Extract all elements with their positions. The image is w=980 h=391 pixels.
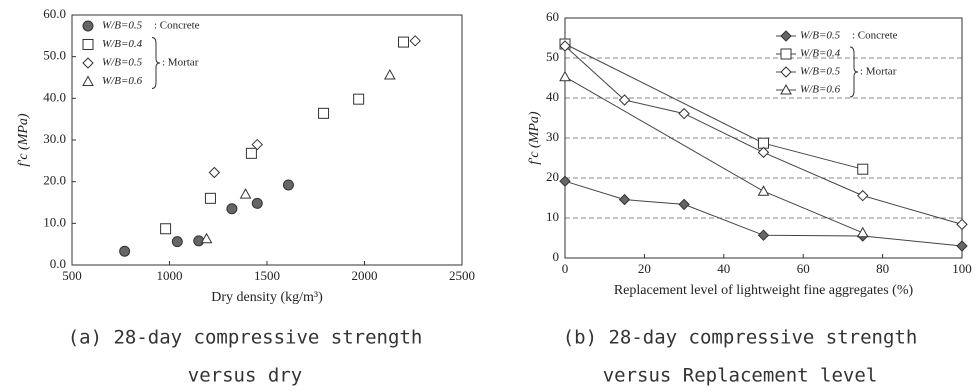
marker	[857, 163, 869, 175]
y-axis-label: f′c (MPa)	[16, 113, 31, 167]
x-tick-label: 80	[876, 261, 889, 276]
marker	[398, 36, 409, 48]
series-line	[564, 76, 863, 234]
marker	[204, 192, 216, 204]
y-tick-label: 10.0	[43, 214, 66, 229]
marker	[251, 197, 263, 209]
caption: (b) 28-day compressive strength	[563, 327, 918, 349]
series-line	[564, 180, 963, 247]
y-tick-label: 10	[546, 209, 559, 224]
legend-marker	[82, 20, 94, 32]
marker	[251, 138, 263, 151]
legend-marker	[780, 66, 792, 78]
marker	[757, 185, 770, 196]
marker	[956, 240, 968, 252]
marker	[956, 218, 968, 231]
x-axis-label: Replacement level of lightweight fine ag…	[614, 283, 914, 298]
legend-label: W/B=0.4	[800, 48, 841, 60]
series-line	[564, 43, 863, 170]
marker	[857, 189, 869, 202]
annotation: : Concrete	[154, 20, 200, 32]
marker	[245, 147, 257, 159]
y-tick-label: 30	[546, 129, 559, 144]
marker	[678, 107, 690, 120]
marker	[618, 94, 631, 106]
marker	[226, 203, 238, 215]
x-tick-label: 0	[562, 261, 569, 276]
y-tick-label: 20	[546, 169, 559, 184]
legend-marker	[82, 75, 94, 86]
caption: versus dry	[188, 365, 302, 387]
y-axis-label: f′c (MPa)	[527, 111, 542, 165]
brace	[849, 46, 859, 98]
marker	[409, 35, 421, 47]
legend-marker	[780, 48, 792, 60]
annotation: : Concrete	[852, 30, 898, 42]
y-tick-label: 60	[546, 9, 559, 24]
legend-label: W/B=0.6	[102, 75, 143, 87]
legend-label: W/B=0.5	[800, 66, 841, 78]
marker	[318, 107, 330, 119]
marker	[856, 226, 869, 238]
marker	[171, 236, 183, 248]
marker	[559, 70, 571, 82]
marker	[282, 179, 294, 191]
series-line	[564, 45, 963, 225]
legend-marker	[780, 30, 792, 42]
legend-label: W/B=0.5	[102, 20, 143, 32]
marker	[160, 223, 172, 235]
y-tick-label: 50.0	[43, 48, 66, 63]
plot-frame	[564, 17, 963, 259]
x-tick-label: 40	[717, 261, 730, 276]
y-tick-label: 30.0	[43, 131, 66, 146]
marker	[208, 166, 221, 179]
x-tick-label: 500	[62, 268, 82, 283]
annotation: : Mortar	[162, 57, 199, 69]
legend-marker	[82, 57, 94, 69]
x-tick-label: 100	[952, 261, 972, 276]
x-tick-label: 20	[638, 261, 651, 276]
marker	[119, 245, 131, 257]
y-tick-label: 40	[546, 89, 559, 104]
y-tick-label: 0	[553, 249, 560, 264]
marker	[757, 229, 770, 241]
marker	[618, 193, 631, 206]
x-axis-label: Dry density (kg/m³)	[211, 290, 323, 305]
y-tick-label: 50	[546, 49, 559, 64]
y-tick-label: 40.0	[43, 89, 66, 104]
legend-label: W/B=0.6	[800, 84, 841, 96]
y-tick-label: 60.0	[43, 6, 66, 21]
marker	[200, 232, 213, 244]
y-tick-label: 20.0	[43, 173, 66, 188]
legend-marker	[780, 83, 792, 95]
x-tick-label: 1000	[157, 268, 183, 283]
y-tick-label: 0.0	[50, 256, 66, 271]
caption: versus Replacement level	[603, 365, 878, 387]
marker	[353, 93, 365, 105]
legend-marker	[82, 39, 94, 50]
x-tick-label: 1500	[254, 268, 280, 283]
x-tick-label: 60	[797, 261, 810, 276]
x-tick-label: 2000	[352, 268, 378, 283]
plot-frame	[71, 14, 463, 266]
caption: (a) 28-day compressive strength	[68, 327, 423, 349]
brace	[151, 37, 161, 89]
marker	[757, 146, 770, 159]
marker	[239, 188, 252, 199]
x-tick-label: 2500	[449, 268, 475, 283]
marker	[384, 68, 396, 80]
legend-label: W/B=0.5	[102, 57, 143, 69]
marker	[559, 175, 571, 187]
annotation: : Mortar	[860, 66, 897, 78]
legend-label: W/B=0.5	[800, 30, 841, 42]
legend-label: W/B=0.4	[102, 38, 143, 50]
marker	[678, 198, 690, 211]
marker	[559, 40, 571, 52]
